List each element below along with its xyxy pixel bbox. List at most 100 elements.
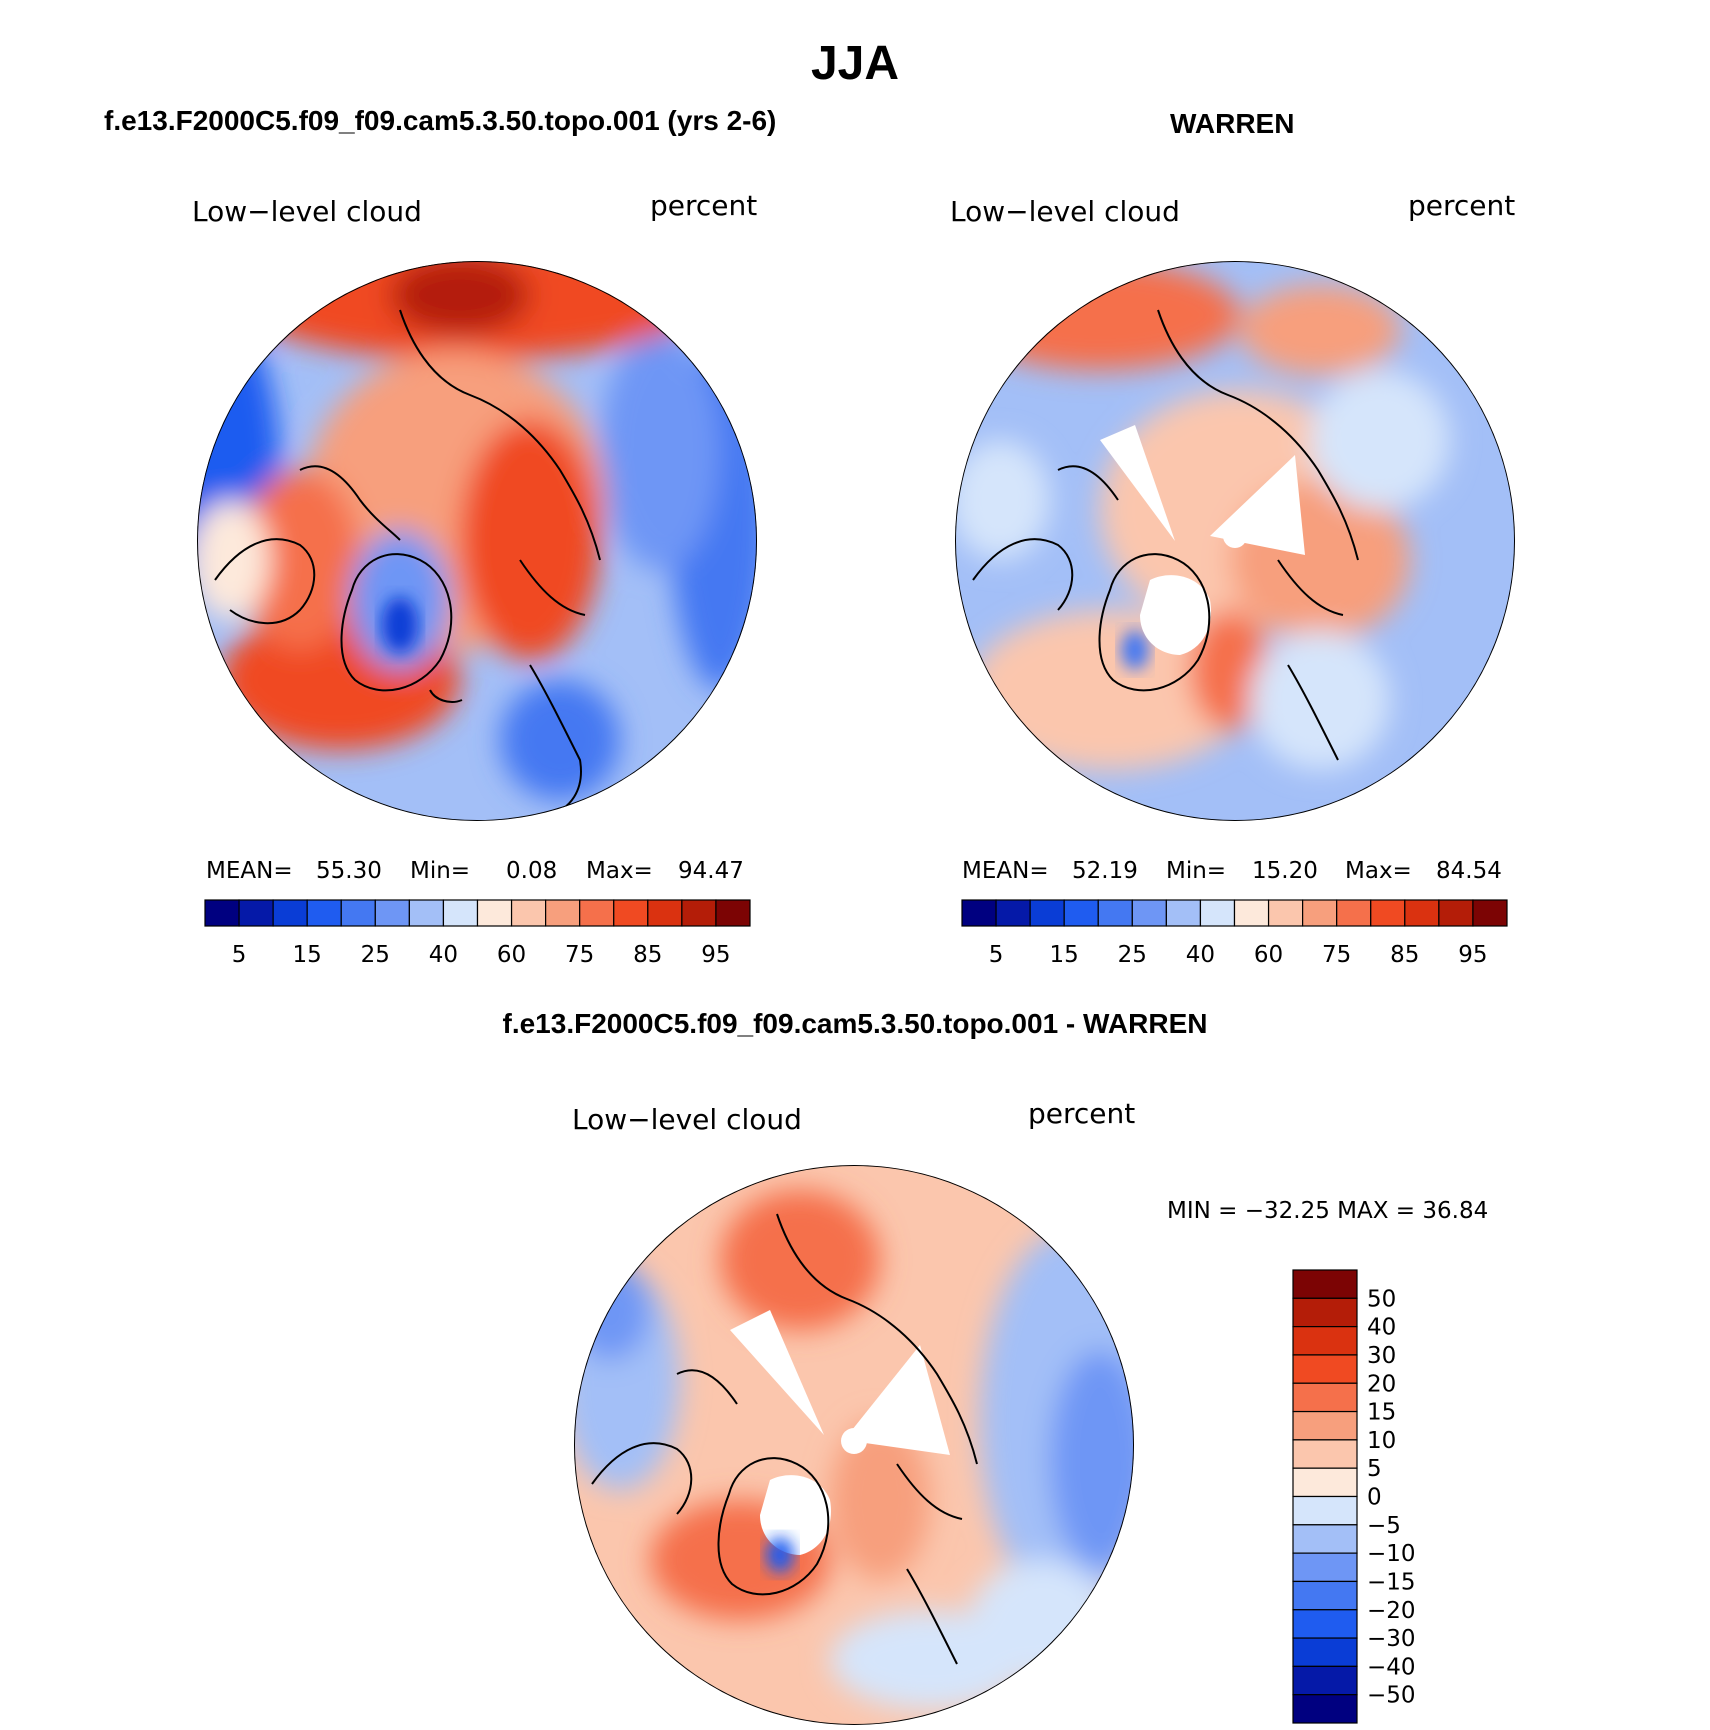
panel-diff-colorbar-tick-label: −5 <box>1367 1513 1401 1539</box>
panel-model-colorbar-swatch <box>238 899 274 927</box>
panel-obs-max-value: 84.54 <box>1436 858 1502 884</box>
panel-obs-colorbar: 5 15 25 40 60 75 85 95 <box>961 899 1508 968</box>
panel-diff-colorbar-swatch <box>1292 1269 1358 1299</box>
panel-model-colorbar-swatch <box>579 899 615 927</box>
panel-diff-colorbar-tick-label: −10 <box>1367 1541 1416 1567</box>
panel-model-title: f.e13.F2000C5.f09_f09.cam5.3.50.topo.001… <box>104 105 777 136</box>
panel-model-colorbar-swatch <box>647 899 683 927</box>
panel-model-colorbar-tick-label: 60 <box>497 942 526 968</box>
panel-obs-colorbar-swatch <box>1404 899 1440 927</box>
panel-diff-colorbar-tick-label: −20 <box>1367 1598 1416 1624</box>
panel-model-colorbar-swatch <box>204 899 240 927</box>
panel-diff-colorbar-tick-label: −15 <box>1367 1569 1416 1595</box>
panel-obs-colorbar-swatch <box>1165 899 1202 927</box>
panel-obs-mean-value: 52.19 <box>1072 858 1138 884</box>
panel-diff-colorbar-swatch <box>1292 1637 1358 1667</box>
panel-model-colorbar-tick-label: 40 <box>429 942 458 968</box>
panel-model-units-label: percent <box>650 189 758 222</box>
panel-model-colorbar-swatch <box>340 899 376 927</box>
panel-diff-colorbar-tick-label: −50 <box>1367 1683 1416 1709</box>
panel-obs-colorbar-tick-label: 25 <box>1118 942 1147 968</box>
panel-diff-title: f.e13.F2000C5.f09_f09.cam5.3.50.topo.001… <box>502 1008 1208 1039</box>
panel-diff-colorbar-tick-label: 20 <box>1367 1371 1396 1397</box>
panel-model-colorbar-tick-label: 85 <box>633 942 662 968</box>
panel-model-mean-label: MEAN= <box>206 858 293 884</box>
panel-model-min-label: Min= <box>410 858 471 884</box>
panel-model-mean-value: 55.30 <box>316 858 382 884</box>
panel-diff-colorbar-swatch <box>1292 1326 1358 1356</box>
panel-obs-colorbar-tick-label: 85 <box>1390 942 1419 968</box>
panel-obs-colorbar-swatch <box>1370 899 1406 927</box>
panel-model-colorbar-swatch <box>510 899 547 927</box>
panel-obs-units-label: percent <box>1408 189 1516 222</box>
panel-model-colorbar-swatch <box>715 899 751 927</box>
panel-obs-min-label: Min= <box>1166 858 1227 884</box>
panel-diff-colorbar-swatch <box>1292 1354 1358 1384</box>
panel-model-colorbar-swatch <box>681 899 717 927</box>
panel-diff-colorbar-swatch <box>1292 1580 1358 1611</box>
panel-diff-colorbar-tick-label: 30 <box>1367 1343 1396 1369</box>
panel-obs-colorbar-swatch <box>1302 899 1338 927</box>
panel-diff-colorbar-swatch <box>1292 1297 1358 1328</box>
panel-diff-colorbar-swatch <box>1292 1467 1358 1498</box>
panel-diff-colorbar-swatch <box>1292 1665 1358 1696</box>
panel-model-colorbar-swatch <box>374 899 410 927</box>
panel-obs-map <box>955 261 1515 821</box>
panel-model-colorbar-swatch <box>442 899 479 927</box>
panel-diff-colorbar-swatch <box>1292 1382 1358 1413</box>
panel-obs-colorbar-swatch <box>1267 899 1304 927</box>
panel-model-map <box>197 261 757 821</box>
panel-model-variable-label: Low−level cloud <box>192 195 422 228</box>
panel-model-colorbar-swatch <box>613 899 649 927</box>
panel-model-colorbar-swatch <box>545 899 581 927</box>
panel-obs-colorbar-tick-label: 15 <box>1050 942 1079 968</box>
panel-diff-minmax: MIN = −32.25 MAX = 36.84 <box>1167 1198 1489 1224</box>
panel-obs-colorbar-swatch <box>1199 899 1236 927</box>
panel-obs-variable-label: Low−level cloud <box>950 195 1180 228</box>
panel-obs-colorbar-tick-label: 95 <box>1458 942 1487 968</box>
panel-diff-colorbar-tick-label: 10 <box>1367 1428 1396 1454</box>
panel-diff-colorbar-tick-label: 40 <box>1367 1315 1396 1341</box>
panel-obs-min-value: 15.20 <box>1252 858 1318 884</box>
panel-diff-colorbar-tick-label: −40 <box>1367 1654 1416 1680</box>
panel-obs-colorbar-tick-label: 5 <box>989 942 1004 968</box>
panel-diff-colorbar-swatch <box>1292 1694 1358 1724</box>
panel-obs-colorbar-swatch <box>1063 899 1099 927</box>
panel-model-colorbar-tick-label: 25 <box>361 942 390 968</box>
panel-model-max-value: 94.47 <box>678 858 744 884</box>
panel-model-colorbar-swatch <box>272 899 308 927</box>
panel-diff-colorbar-swatch <box>1292 1524 1358 1554</box>
panel-obs-mean-label: MEAN= <box>962 858 1049 884</box>
panel-model-colorbar-swatch <box>306 899 342 927</box>
panel-diff-colorbar-tick-label: 15 <box>1367 1400 1396 1426</box>
panel-model-colorbar-swatch <box>476 899 513 927</box>
panel-diff-colorbar-swatch <box>1292 1609 1358 1639</box>
panel-obs-colorbar-swatch <box>1131 899 1167 927</box>
panel-obs-colorbar-tick-label: 75 <box>1322 942 1351 968</box>
panel-obs-colorbar-tick-label: 40 <box>1186 942 1215 968</box>
panel-diff-colorbar-swatch <box>1292 1495 1358 1526</box>
panel-model-colorbar-tick-label: 5 <box>232 942 247 968</box>
panel-obs-title: WARREN <box>1170 108 1295 139</box>
panel-obs-colorbar-swatch <box>1029 899 1065 927</box>
panel-obs-colorbar-swatch <box>1336 899 1372 927</box>
panel-model-min-value: 0.08 <box>506 858 558 884</box>
panel-obs-colorbar-swatch <box>1097 899 1133 927</box>
panel-model-colorbar-tick-label: 95 <box>701 942 730 968</box>
panel-diff-colorbar-swatch <box>1292 1410 1358 1441</box>
panel-diff-colorbar-tick-label: 5 <box>1367 1456 1382 1482</box>
panel-model-max-label: Max= <box>586 858 653 884</box>
panel-obs-max-label: Max= <box>1345 858 1412 884</box>
panel-model-colorbar-swatch <box>408 899 445 927</box>
main-title: JJA <box>810 37 900 90</box>
panel-diff-map <box>574 1165 1134 1725</box>
panel-obs-colorbar-swatch <box>1438 899 1474 927</box>
panel-model-colorbar: 5 15 25 40 60 75 85 95 <box>204 899 751 968</box>
panel-obs-colorbar-swatch <box>961 899 997 927</box>
panel-diff-colorbar-swatch <box>1292 1552 1358 1583</box>
panel-model-colorbar-tick-label: 15 <box>293 942 322 968</box>
panel-diff-units-label: percent <box>1028 1097 1136 1130</box>
panel-diff-colorbar-tick-label: 0 <box>1367 1485 1382 1511</box>
